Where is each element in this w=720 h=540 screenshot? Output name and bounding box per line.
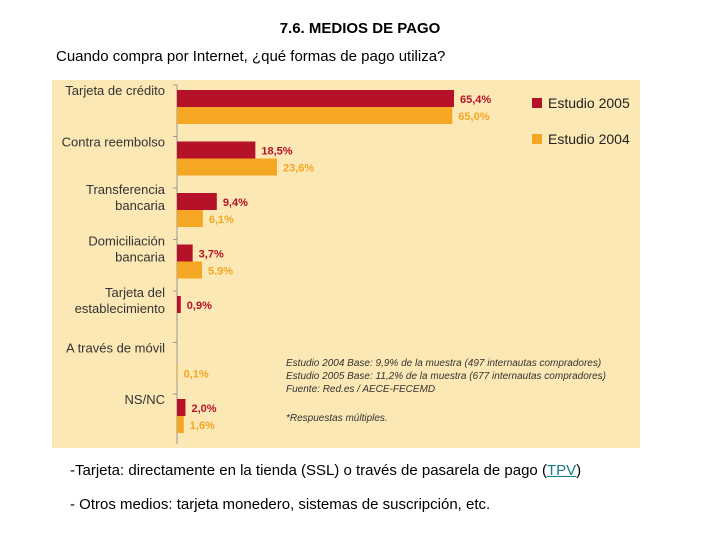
value-label-estudio-2005-domiciliacion-bancaria: 3,7% [199, 249, 224, 261]
category-label-transferencia-bancaria: Transferencia bancaria [86, 182, 166, 213]
value-label-estudio-2005-tarjeta-del-establecimiento: 0,9% [187, 300, 212, 312]
annotation-1: Estudio 2004 Base: 9,9% de la muestra (4… [286, 358, 601, 369]
value-label-estudio-2004-contra-reembolso: 23,6% [283, 163, 314, 175]
chart-question: Cuando compra por Internet, ¿qué formas … [56, 48, 446, 65]
note-tarjeta-text: -Tarjeta: directamente en la tienda (SSL… [70, 462, 547, 479]
category-label-a-traves-de-movil: A través de móvil [66, 341, 165, 356]
value-label-estudio-2004-transferencia-bancaria: 6,1% [209, 214, 234, 226]
bar-estudio-2004-a-traves-de-movil [177, 364, 178, 382]
chart-source-notes: Estudio 2004 Base: 9,9% de la muestra (4… [286, 358, 606, 424]
note-tarjeta: -Tarjeta: directamente en la tienda (SSL… [70, 462, 581, 479]
value-label-estudio-2005-contra-reembolso: 18,5% [261, 146, 292, 158]
value-label-estudio-2004-a-traves-de-movil: 0,1% [184, 369, 209, 381]
value-label-estudio-2004-tarjeta-de-credito: 65,0% [458, 111, 489, 123]
value-label-estudio-2005-ns-nc: 2,0% [191, 403, 216, 415]
category-label-line: bancaria [115, 250, 166, 265]
bar-estudio-2004-tarjeta-de-credito [177, 107, 453, 124]
tpv-link[interactable]: TPV [546, 462, 577, 479]
bar-estudio-2004-contra-reembolso [177, 158, 277, 176]
chart-legend: Estudio 2005 Estudio 2004 [532, 95, 630, 147]
category-label-line: bancaria [115, 198, 166, 213]
value-label-estudio-2004-domiciliacion-bancaria: 5.9% [208, 266, 233, 278]
value-label-estudio-2005-tarjeta-de-credito: 65,4% [460, 94, 491, 106]
category-label-domiciliacion-bancaria: Domiciliación bancaria [88, 234, 165, 265]
note-tarjeta-close: ) [576, 462, 582, 479]
category-label-tarjeta-de-credito: Tarjeta de crédito [65, 83, 165, 98]
annotation-4: *Respuestas múltiples. [286, 413, 388, 424]
category-label-ns-nc: NS/NC [125, 392, 165, 407]
bar-estudio-2005-transferencia-bancaria [177, 193, 217, 210]
annotation-2: Estudio 2005 Base: 11,2% de la muestra (… [286, 371, 606, 382]
category-label-contra-reembolso: Contra reembolso [62, 135, 165, 150]
payment-methods-chart: Tarjeta de crédito 65,4% 65,0% Contra reemb… [52, 80, 640, 448]
bar-estudio-2005-ns-nc [177, 399, 186, 416]
category-label-line: Transferencia [86, 182, 166, 197]
page-title: 7.6. MEDIOS DE PAGO [279, 20, 441, 37]
bar-estudio-2005-tarjeta-de-credito [177, 90, 454, 107]
bar-estudio-2004-transferencia-bancaria [177, 210, 203, 227]
legend-label-estudio-2005: Estudio 2005 [548, 95, 630, 111]
legend-swatch-estudio-2004 [532, 134, 542, 144]
bar-estudio-2005-tarjeta-del-establecimiento [177, 296, 181, 313]
category-label-tarjeta-del-establecimiento: Tarjeta del establecimiento [75, 285, 165, 316]
category-label-line: establecimiento [75, 301, 165, 316]
legend-swatch-estudio-2005 [532, 98, 542, 108]
note-otros-medios: - Otros medios: tarjeta monedero, sistem… [70, 496, 491, 513]
bar-estudio-2004-ns-nc [177, 416, 184, 433]
legend-label-estudio-2004: Estudio 2004 [548, 131, 630, 147]
annotation-3: Fuente: Red.es / AECE-FECEMD [286, 384, 435, 395]
bar-estudio-2004-domiciliacion-bancaria [177, 261, 202, 279]
bar-estudio-2005-contra-reembolso [177, 141, 256, 159]
bar-estudio-2005-domiciliacion-bancaria [177, 244, 193, 262]
category-label-line: Tarjeta del [105, 285, 165, 300]
category-label-line: Domiciliación [88, 234, 165, 249]
value-label-estudio-2005-transferencia-bancaria: 9,4% [223, 197, 248, 209]
value-label-estudio-2004-ns-nc: 1,6% [190, 420, 215, 432]
